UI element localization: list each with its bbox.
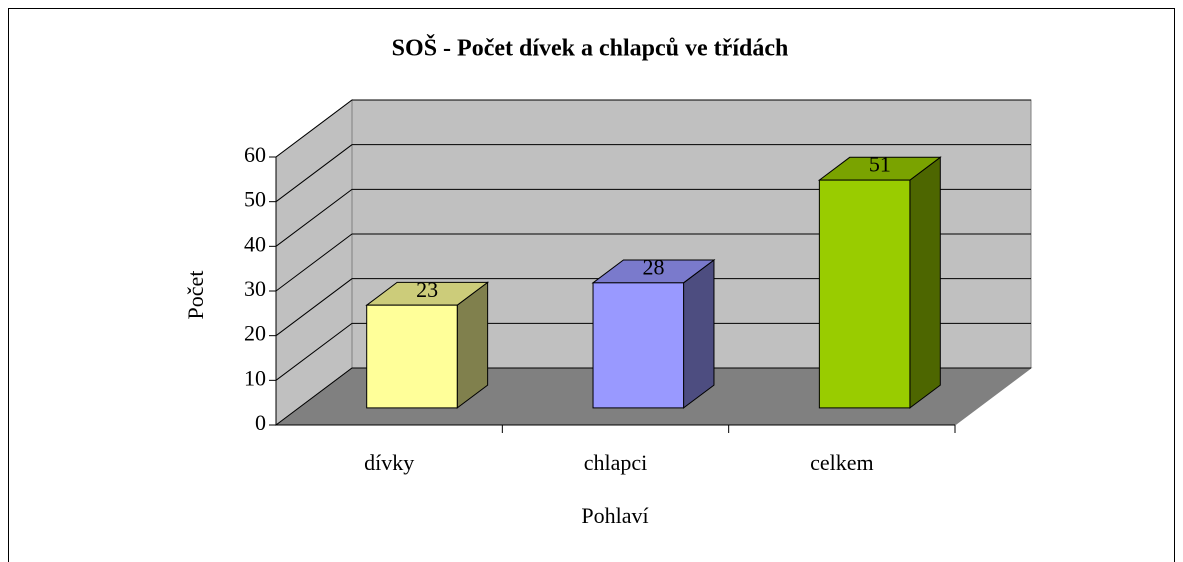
- grid-line: [275, 233, 1031, 292]
- bar: [366, 304, 458, 409]
- x-axis-label: Pohlaví: [581, 503, 648, 528]
- x-tick-label: dívky: [364, 450, 414, 475]
- data-label: 23: [416, 277, 438, 302]
- y-axis-label: Počet: [183, 271, 208, 320]
- data-label: 28: [643, 254, 665, 279]
- y-tick-label: 0: [255, 410, 266, 435]
- y-tick-label: 60: [244, 142, 266, 167]
- y-tick-label: 20: [244, 321, 266, 346]
- grid-line: [275, 188, 1031, 247]
- chart-title: SOŠ - Počet dívek a chlapců ve třídách: [392, 35, 789, 62]
- grid-line: [275, 144, 1031, 203]
- y-tick-label: 30: [244, 276, 266, 301]
- x-tick-label: chlapci: [584, 450, 648, 475]
- bar-side: [683, 259, 715, 409]
- bar-side: [909, 156, 941, 409]
- bar: [818, 179, 911, 409]
- y-tick-label: 50: [244, 187, 266, 212]
- data-label: 51: [869, 152, 891, 177]
- grid-line: [275, 367, 1031, 426]
- grid-line: [275, 278, 1031, 337]
- grid-line: [275, 99, 1031, 158]
- grid-line: [275, 322, 1031, 381]
- y-tick-label: 40: [244, 231, 266, 256]
- bar: [592, 282, 685, 409]
- y-tick-label: 10: [244, 365, 266, 390]
- x-tick-label: celkem: [810, 450, 874, 475]
